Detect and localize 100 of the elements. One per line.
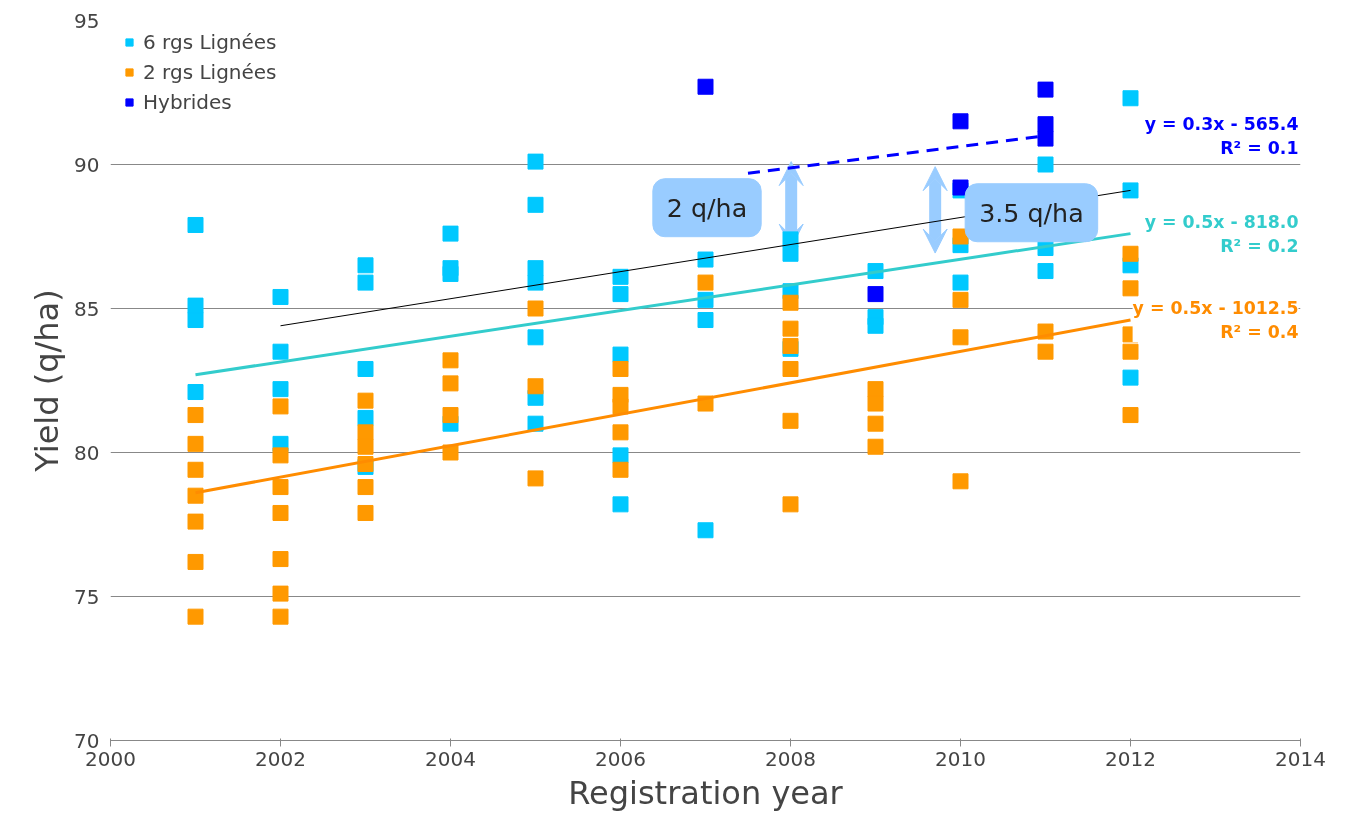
point (612, 346, 629, 363)
point (272, 288, 289, 305)
point (272, 479, 289, 496)
annotation: 2 q/ha (666, 192, 748, 223)
point (1122, 90, 1139, 107)
point (357, 438, 374, 455)
point (612, 268, 629, 285)
point (357, 257, 374, 274)
point (187, 513, 204, 530)
point (357, 424, 374, 441)
point (527, 153, 544, 170)
point (272, 551, 289, 568)
point (272, 447, 289, 464)
point (782, 496, 799, 513)
point (1037, 130, 1054, 147)
point (697, 522, 714, 539)
point (1122, 343, 1139, 360)
x-axis-title: Registration year (568, 773, 844, 812)
x-tick-label: 2008 (765, 746, 816, 771)
point (527, 300, 544, 317)
point (867, 438, 884, 455)
point (272, 398, 289, 415)
point (1037, 343, 1054, 360)
point (442, 225, 459, 242)
point (1122, 407, 1139, 424)
x-tick-label: 2014 (1275, 746, 1326, 771)
point (867, 317, 884, 334)
text: y = 0.3x - 565.4 R² = 0.1 (1144, 113, 1299, 158)
point (782, 360, 799, 377)
series-label: y = 0.5x - 818.0 R² = 0.2 (1144, 211, 1299, 256)
x-tick-label: 2012 (1105, 746, 1156, 771)
point (952, 291, 969, 308)
point (1122, 245, 1139, 262)
point (442, 407, 459, 424)
point (867, 286, 884, 303)
point (697, 274, 714, 291)
point (612, 447, 629, 464)
point (442, 375, 459, 392)
point (952, 274, 969, 291)
point (357, 392, 374, 409)
point (1037, 116, 1054, 133)
point (187, 461, 204, 478)
point (1037, 156, 1054, 173)
point (357, 274, 374, 291)
y-tick-label: 75 (74, 584, 100, 609)
point (1122, 182, 1139, 199)
point (1037, 263, 1054, 280)
point (782, 412, 799, 429)
point (697, 251, 714, 268)
legend-label: Hybrides (143, 90, 232, 114)
point (527, 260, 544, 277)
point (1122, 280, 1139, 297)
point (272, 608, 289, 625)
point (612, 398, 629, 415)
y-tick-label: 95 (74, 8, 100, 33)
y-axis-title: Yield (q/ha) (28, 289, 67, 473)
point (187, 553, 204, 570)
x-tick-label: 2002 (255, 746, 306, 771)
point (952, 113, 969, 130)
y-tick-label: 80 (74, 440, 100, 465)
point (187, 312, 204, 329)
point (697, 312, 714, 329)
point (782, 320, 799, 337)
y-tick-label: 70 (74, 728, 100, 753)
annotation: 3.5 q/ha (979, 197, 1084, 228)
point (527, 378, 544, 395)
point (442, 265, 459, 282)
legend-label: 2 rgs Lignées (143, 60, 277, 84)
point (187, 384, 204, 401)
y-tick-label: 85 (74, 296, 100, 321)
point (187, 297, 204, 314)
x-tick-label: 2004 (425, 746, 476, 771)
point (187, 407, 204, 424)
point (272, 381, 289, 398)
point (187, 435, 204, 452)
point (357, 479, 374, 496)
point (357, 409, 374, 426)
point (612, 286, 629, 303)
point (272, 585, 289, 602)
y-tick-label: 90 (74, 152, 100, 177)
point (867, 395, 884, 412)
point (952, 329, 969, 346)
point (527, 470, 544, 487)
point (357, 360, 374, 377)
point (1037, 81, 1054, 98)
point (612, 496, 629, 513)
point (527, 329, 544, 346)
point (612, 360, 629, 377)
point (272, 343, 289, 360)
legend-label: 6 rgs Lignées (143, 30, 277, 54)
x-tick-label: 2010 (935, 746, 986, 771)
point (527, 274, 544, 291)
point (782, 245, 799, 262)
point (867, 381, 884, 398)
series-label: y = 0.5x - 1012.5 R² = 0.4 (1132, 298, 1299, 343)
point (867, 415, 884, 432)
point (952, 473, 969, 490)
point (187, 216, 204, 233)
point (272, 504, 289, 521)
point (782, 294, 799, 311)
